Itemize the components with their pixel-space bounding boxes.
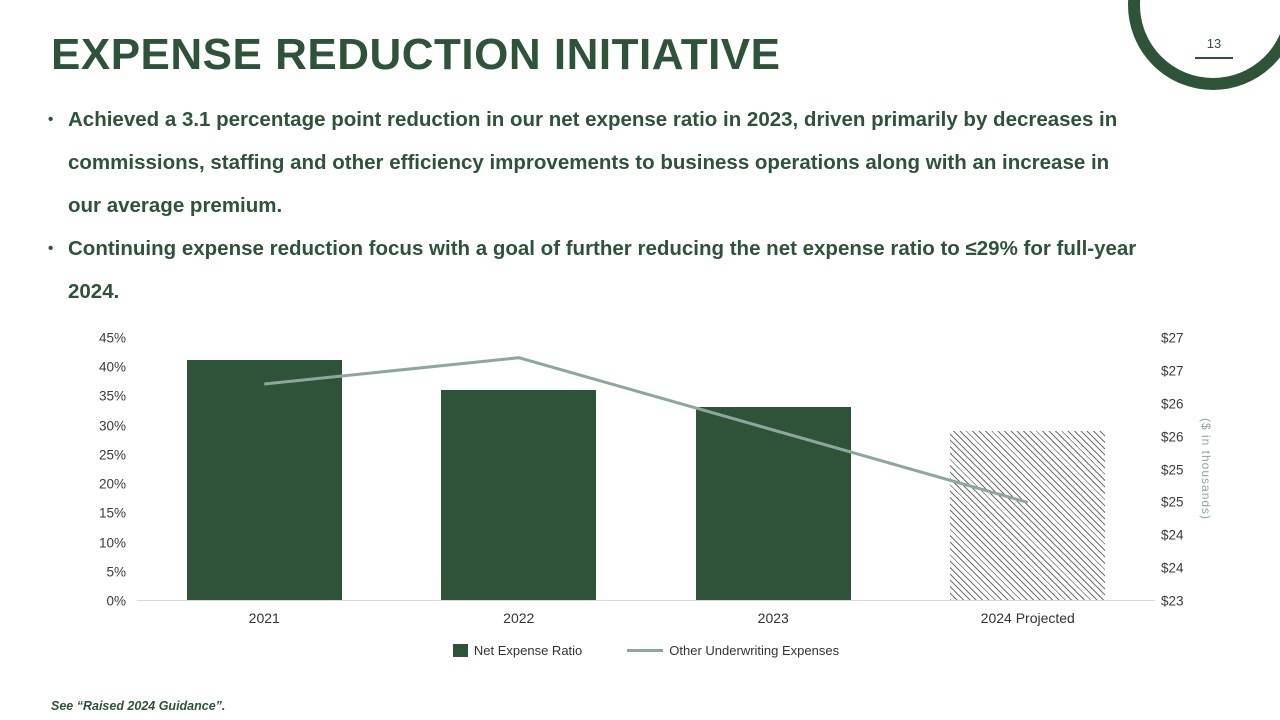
axis-tick-label: 15% [98,505,126,521]
axis-tick-label: $25 [1161,494,1184,510]
axis-tick-label: $25 [1161,462,1184,477]
axis-tick-label: 5% [106,564,126,580]
bar-2021 [186,360,342,600]
axis-tick-label: $24 [1161,527,1184,543]
axis-tick-label: 45% [98,330,126,346]
legend-item-other-underwriting-expenses: Other Underwriting Expenses [627,643,839,658]
footnote: See “Raised 2024 Guidance”. [51,699,226,713]
plot-area [137,338,1155,601]
legend-bar-swatch [452,644,468,657]
axis-tick-label: $24 [1161,560,1184,576]
bar-2023 [695,407,851,600]
axis-tick-label: 0% [106,593,126,609]
bullet-text: Achieved a 3.1 percentage point reductio… [68,108,1118,217]
bullet-text: Continuing expense reduction focus with … [68,237,1137,303]
axis-tick-label: 10% [98,535,126,551]
axis-tick-label: $23 [1161,593,1184,609]
category-label: 2024 Projected [980,610,1075,626]
right-axis: $27 $27 $26 $26 $25 $25 $24 $24 $23 [1161,331,1221,609]
bullet-item: • Achieved a 3.1 percentage point reduct… [48,98,1138,227]
page-number-text: 13 [1206,36,1222,51]
bullet-marker: • [48,111,54,128]
right-axis-title: ($ in thousands) [1199,338,1213,601]
category-label: 2023 [757,610,789,626]
bullet-list: • Achieved a 3.1 percentage point reduct… [48,98,1138,313]
axis-tick-label: 35% [98,388,126,404]
page-number: 13 [1192,36,1236,59]
axis-tick-label: $26 [1161,396,1184,412]
bar-2022 [441,390,597,600]
legend-label: Other Underwriting Expenses [669,643,840,658]
category-label: 2021 [248,610,280,626]
right-axis-title-text: ($ in thousands) [1199,418,1213,521]
category-axis: 2021 2022 2023 2024 Projected [137,610,1155,626]
axis-tick-label: $27 [1161,330,1184,346]
axis-tick-label: $26 [1161,429,1184,445]
axis-tick-label: 40% [98,359,126,375]
category-label: 2022 [503,610,535,626]
left-axis: 45% 40% 35% 30% 25% 20% 15% 10% 5% 0% [50,331,126,609]
bar-2024-projected [950,431,1106,600]
legend-item-net-expense-ratio: Net Expense Ratio [452,643,583,658]
axis-tick-label: $27 [1161,363,1184,379]
axis-tick-label: 30% [98,418,126,434]
bullet-item: • Continuing expense reduction focus wit… [48,227,1138,313]
axis-tick-label: 20% [98,476,126,492]
legend-label: Net Expense Ratio [473,643,583,658]
slide-title: EXPENSE REDUCTION INITIATIVE [51,30,781,79]
axis-tick-label: 25% [98,447,126,463]
chart-legend: Net Expense Ratio Other Underwriting Exp… [137,643,1155,658]
legend-line-swatch [627,649,664,652]
bullet-marker: • [48,240,54,257]
page-number-underline [1195,57,1233,59]
